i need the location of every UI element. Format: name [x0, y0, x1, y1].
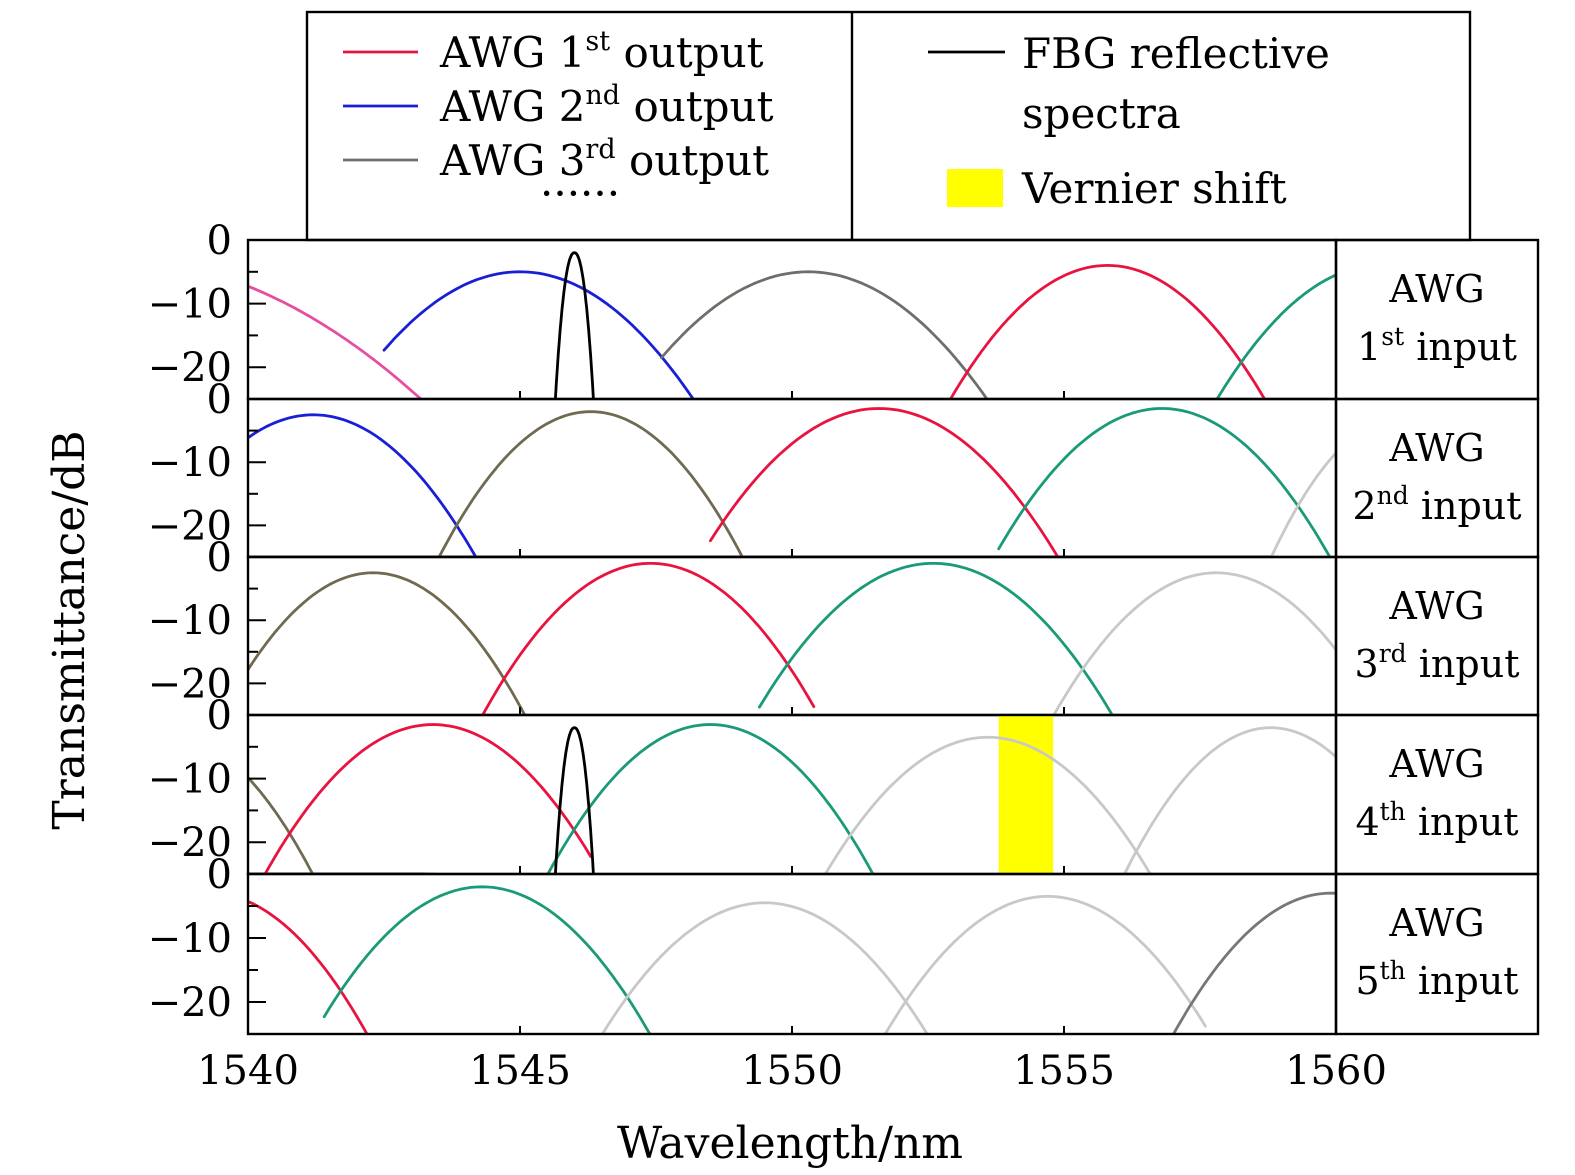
- x-tick-label: 1540: [197, 1048, 299, 1094]
- panel-1-series-5: [1215, 273, 1336, 399]
- legend-box: [305, 10, 1472, 242]
- panel-5: 0 −10 −20 AWG 5th input: [148, 852, 1540, 1036]
- panel-5-frame: [246, 872, 1338, 1036]
- panel-1-plot-area: [248, 251, 1336, 399]
- panel-2-label-awg: AWG: [1388, 426, 1484, 470]
- panel-3-series-1: [248, 571, 527, 715]
- panel-5-series-2: [322, 885, 652, 1034]
- legend-vernier-swatch: [947, 169, 1003, 207]
- panel-3-ytick-label: 0: [207, 535, 232, 581]
- panel-4-fbg-spectrum: [554, 726, 595, 874]
- panel-5-label-input: 5th input: [1355, 956, 1518, 1003]
- panel-4-series-1: [248, 776, 315, 874]
- panel-1-label-input: 1st input: [1357, 322, 1517, 369]
- panel-2-frame: [246, 397, 1338, 559]
- panel-1: 0 −10 −20 AWG 1st input: [148, 218, 1540, 401]
- panel-2-series-3: [709, 407, 1060, 557]
- panel-1-ytick-label: −20: [148, 345, 232, 391]
- panel-4: 0 −10 −20 AWG 4th input: [148, 693, 1540, 876]
- x-axis-ticks: 1540 1545 1550 1555 1560: [197, 1048, 1387, 1094]
- panel-3-label-input: 3rd input: [1355, 639, 1520, 686]
- legend-fbg-label-line2: spectra: [1022, 89, 1181, 138]
- panel-1-series-1: [248, 284, 423, 399]
- panel-4-series-5: [1122, 726, 1336, 874]
- panel-2-series-5: [1269, 451, 1336, 557]
- legend-vernier-label: Vernier shift: [1021, 164, 1287, 213]
- panel-1-series-4: [948, 264, 1267, 399]
- panel-5-series-5: [1171, 891, 1336, 1034]
- panel-4-label-box: [1334, 713, 1540, 876]
- x-axis-title: Wavelength/nm: [617, 1118, 963, 1169]
- legend-ellipsis: ······: [540, 169, 620, 218]
- panel-2-ytick-label: −20: [148, 503, 232, 549]
- panel-3-label-awg: AWG: [1388, 584, 1484, 628]
- panel-5-label-awg: AWG: [1388, 901, 1484, 945]
- panel-2-series-2: [437, 410, 744, 557]
- panel-2-series-4: [997, 407, 1332, 557]
- panel-1-series-3: [660, 270, 989, 399]
- panel-3: 0 −10 −20 AWG 3rd input: [148, 535, 1540, 717]
- panel-5-ytick-label: −20: [148, 980, 232, 1026]
- panel-5-series-3: [600, 901, 929, 1034]
- panel-3-plot-area: [248, 562, 1336, 715]
- y-axis-title: Transmittance/dB: [44, 430, 95, 829]
- panel-2: 0 −10 −20 AWG 2nd input: [148, 377, 1540, 559]
- panel-4-ytick-label: 0: [207, 693, 232, 739]
- panel-5-label-box: [1334, 872, 1540, 1036]
- panel-5-series-1: [248, 900, 369, 1034]
- panel-4-label-awg: AWG: [1388, 742, 1484, 786]
- panel-4-ytick-label: −20: [148, 820, 232, 866]
- panel-4-label-input: 4th input: [1355, 797, 1518, 844]
- panel-2-ytick-label: 0: [207, 377, 232, 423]
- panel-4-series-2: [263, 723, 593, 874]
- x-tick-label: 1560: [1285, 1048, 1387, 1094]
- panel-3-label-box: [1334, 555, 1540, 717]
- vernier-shift-region: [998, 715, 1054, 874]
- panel-3-series-3: [758, 562, 1114, 715]
- panel-1-series-2: [382, 270, 695, 399]
- panel-3-ytick-label: −10: [148, 598, 232, 644]
- panel-4-plot-area: [248, 715, 1336, 874]
- panel-3-series-4: [1052, 571, 1336, 715]
- legend-label-1: AWG 1st output: [439, 26, 764, 77]
- panel-3-series-2: [481, 562, 816, 715]
- panel-2-series-1: [248, 413, 478, 557]
- panel-2-ytick-label: −10: [148, 440, 232, 486]
- panel-5-ytick-label: −10: [148, 916, 232, 962]
- legend-label-3: AWG 3rd output: [439, 134, 769, 185]
- panel-5-plot-area: [248, 885, 1336, 1034]
- panel-1-fbg-spectrum: [554, 251, 595, 399]
- panel-3-ytick-label: −20: [148, 661, 232, 707]
- panel-1-frame: [246, 238, 1338, 401]
- panel-2-label-input: 2nd input: [1352, 481, 1521, 528]
- panel-4-series-3: [546, 723, 875, 874]
- x-tick-label: 1555: [1013, 1048, 1115, 1094]
- panel-5-series-4: [883, 895, 1207, 1034]
- panel-5-ytick-label: 0: [207, 852, 232, 898]
- legend-label-2: AWG 2nd output: [439, 80, 774, 131]
- panel-1-ytick-label: −10: [148, 282, 232, 328]
- panel-1-label-box: [1334, 238, 1540, 401]
- panel-1-label-awg: AWG: [1388, 267, 1484, 311]
- x-tick-label: 1545: [469, 1048, 571, 1094]
- panel-2-plot-area: [248, 407, 1336, 557]
- panel-4-series-4: [823, 735, 1152, 874]
- panel-4-ytick-label: −10: [148, 757, 232, 803]
- legend-fbg-label-line1: FBG reflective: [1022, 29, 1330, 78]
- panel-2-label-box: [1334, 397, 1540, 559]
- x-tick-label: 1550: [741, 1048, 843, 1094]
- panel-1-ytick-label: 0: [207, 218, 232, 264]
